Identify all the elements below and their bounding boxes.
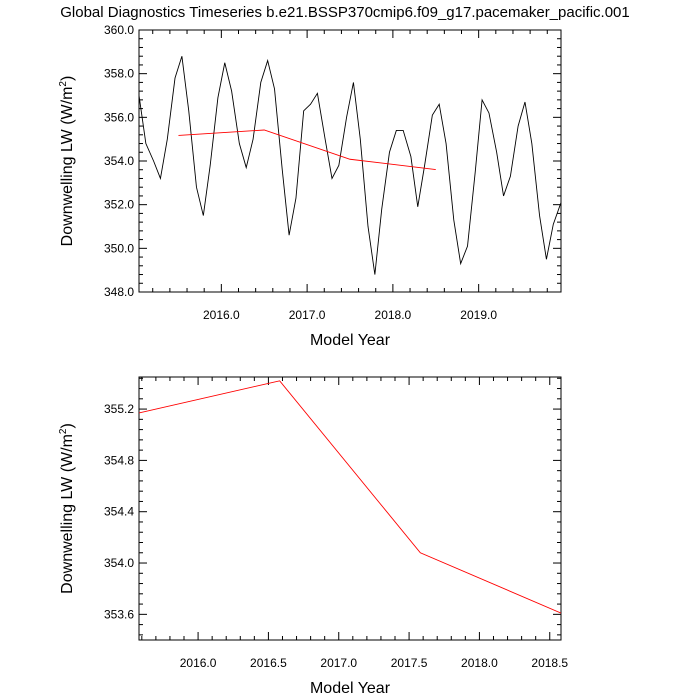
y-axis-label: Downwelling LW (W/m2): [58, 423, 76, 594]
y-tick-label: 354.8: [104, 453, 134, 467]
y-tick-label: 354.0: [104, 154, 134, 168]
y-axis-label: Downwelling LW (W/m2): [58, 76, 76, 247]
x-tick-label: 2018.5: [531, 656, 568, 670]
x-tick-label: 2016.0: [180, 656, 217, 670]
x-tick-label: 2019.0: [460, 308, 497, 322]
figure-title: Global Diagnostics Timeseries b.e21.BSSP…: [60, 4, 630, 21]
y-tick-label: 356.0: [104, 110, 134, 124]
chart-panel-1: 2016.0 2017.0 2018.0 2019.0 348.0 350.0 352.0 3…: [58, 23, 562, 349]
series-line-annual: [139, 380, 561, 614]
y-tick-label: 354.0: [104, 556, 134, 570]
y-tick-label: 352.0: [104, 198, 134, 212]
y-tick-label: 348.0: [104, 285, 134, 299]
series-line-monthly: [139, 56, 561, 275]
x-axis-label: Model Year: [310, 680, 391, 697]
y-tick-label: 350.0: [104, 241, 134, 255]
x-tick-label: 2017.0: [320, 656, 357, 670]
y-tick-label: 360.0: [104, 23, 134, 37]
y-tick-label: 355.2: [104, 402, 134, 416]
x-tick-label: 2018.0: [375, 308, 412, 322]
x-tick-label: 2017.0: [289, 308, 326, 322]
y-tick-label: 354.4: [104, 505, 134, 519]
x-axis-label: Model Year: [310, 332, 391, 349]
y-tick-label: 353.6: [104, 607, 134, 621]
plot-frame: [138, 376, 562, 641]
x-tick-label: 2016.0: [203, 308, 240, 322]
series-line-annual: [178, 129, 436, 170]
x-tick-label: 2017.5: [391, 656, 428, 670]
y-tick-label: 358.0: [104, 67, 134, 81]
x-tick-label: 2018.0: [461, 656, 498, 670]
chart-panel-2: 2016.0 2016.5 2017.0 2017.5 2018.0 2018.5 353.…: [58, 376, 568, 697]
x-tick-label: 2016.5: [250, 656, 287, 670]
